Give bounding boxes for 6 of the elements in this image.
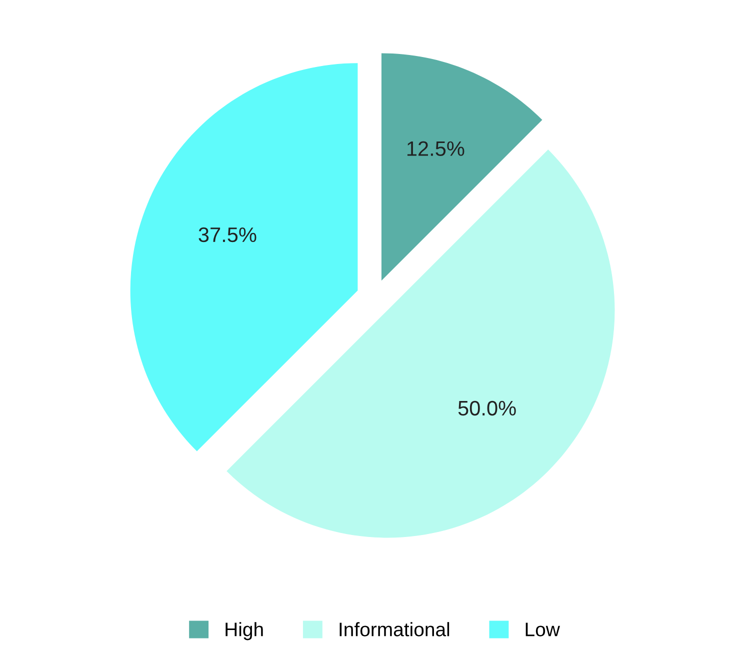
data-label: 37.5%	[198, 227, 256, 242]
legend-label: Informational	[340, 622, 450, 636]
legend-label: Low	[526, 622, 560, 636]
legend-label: High	[226, 622, 263, 640]
data-label: 12.5%	[407, 141, 464, 156]
data-label: 50.0%	[458, 400, 516, 416]
